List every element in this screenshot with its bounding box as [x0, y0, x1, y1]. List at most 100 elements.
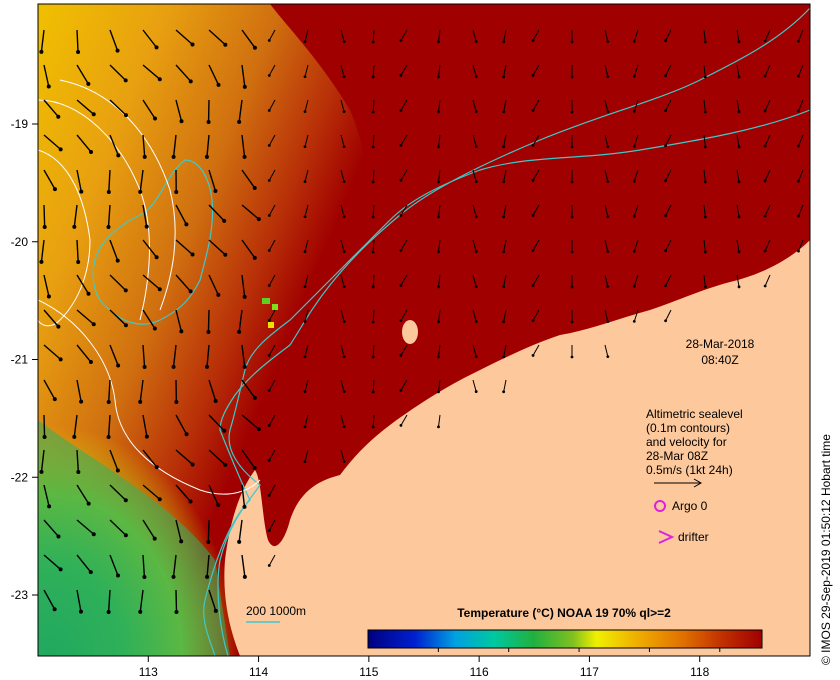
velocity-arrow-head — [106, 609, 111, 614]
velocity-arrow — [43, 484, 50, 507]
velocity-arrow — [340, 99, 345, 112]
velocity-arrow — [437, 309, 441, 322]
y-tick-label: -23 — [11, 588, 29, 602]
velocity-arrow — [304, 29, 309, 42]
velocity-arrow-head — [174, 609, 179, 614]
velocity-arrow — [43, 554, 62, 570]
velocity-arrow — [400, 99, 408, 111]
velocity-arrow-head — [664, 249, 667, 253]
velocity-arrow-head — [46, 84, 51, 89]
velocity-arrow — [604, 239, 609, 252]
velocity-arrow — [736, 239, 740, 252]
velocity-arrow-head — [267, 494, 271, 497]
velocity-arrow-head — [76, 469, 81, 474]
velocity-arrow-head — [123, 113, 128, 118]
velocity-arrow-head — [737, 145, 741, 149]
velocity-arrow — [43, 344, 62, 360]
velocity-arrow-head — [371, 40, 375, 44]
velocity-arrow-head — [154, 45, 159, 50]
velocity-arrow-head — [303, 285, 307, 289]
velocity-arrow — [703, 204, 706, 217]
velocity-arrow — [208, 449, 226, 466]
velocity-arrow-head — [606, 180, 610, 184]
velocity-arrow — [372, 239, 375, 253]
colorbar-tick-label: 29 — [643, 655, 657, 669]
velocity-arrow — [633, 204, 639, 217]
velocity-arrow — [703, 274, 706, 287]
sealevel-contour-2 — [38, 149, 91, 327]
velocity-arrow — [241, 379, 256, 399]
velocity-arrow-head — [664, 284, 667, 288]
velocity-arrow-head — [664, 214, 667, 218]
velocity-arrow — [798, 64, 804, 77]
velocity-arrow — [268, 379, 276, 391]
velocity-arrow-head — [399, 143, 403, 147]
velocity-arrow — [76, 484, 90, 505]
velocity-arrow — [43, 589, 56, 610]
velocity-arrow — [703, 169, 706, 182]
velocity-arrow — [107, 589, 111, 613]
velocity-arrow-head — [371, 75, 375, 79]
velocity-arrow — [109, 64, 127, 81]
velocity-arrow — [703, 29, 706, 42]
velocity-arrow — [142, 274, 161, 290]
velocity-arrow — [73, 204, 78, 227]
velocity-arrow — [665, 309, 672, 321]
velocity-arrow — [304, 239, 309, 252]
velocity-arrow-head — [256, 217, 261, 222]
velocity-arrow-head — [437, 285, 440, 289]
velocity-arrow — [208, 239, 226, 256]
velocity-arrow-head — [797, 249, 800, 253]
map-plot-area: 28-Mar-2018 08:40Z Altimetric sealevel (… — [38, 4, 810, 669]
velocity-arrow-head — [399, 318, 403, 322]
velocity-arrow — [633, 309, 639, 322]
velocity-arrow-head — [56, 534, 61, 539]
velocity-arrow-head — [703, 40, 707, 44]
velocity-arrow — [206, 554, 210, 577]
velocity-arrow-head — [303, 180, 307, 184]
velocity-arrow — [604, 134, 609, 147]
velocity-arrow-head — [222, 218, 227, 223]
velocity-arrow — [109, 99, 127, 116]
velocity-arrow-head — [763, 74, 767, 78]
velocity-arrow-head — [123, 533, 128, 538]
velocity-arrow-head — [606, 285, 610, 289]
velocity-arrow-head — [531, 214, 535, 217]
velocity-arrow — [175, 64, 192, 82]
velocity-arrow — [372, 99, 375, 113]
velocity-arrow-head — [39, 259, 44, 264]
velocity-arrow — [532, 309, 540, 321]
velocity-arrow — [340, 344, 345, 357]
velocity-arrow — [76, 239, 79, 263]
velocity-arrow-head — [174, 399, 179, 404]
velocity-arrow-head — [342, 355, 346, 358]
velocity-arrow-head — [342, 180, 346, 183]
velocity-arrow — [304, 344, 309, 357]
velocity-arrow — [175, 484, 192, 502]
velocity-arrow — [109, 274, 127, 291]
velocity-arrow-head — [252, 465, 257, 470]
velocity-arrow-head — [399, 423, 403, 427]
velocity-arrow-head — [664, 144, 667, 148]
velocity-arrow — [76, 64, 89, 85]
velocity-arrow — [372, 64, 375, 78]
velocity-arrow-head — [797, 74, 800, 78]
velocity-arrow — [109, 344, 119, 366]
velocity-arrow — [208, 414, 225, 432]
velocity-arrow-head — [116, 363, 121, 368]
velocity-arrow — [241, 484, 246, 507]
velocity-arrow-head — [763, 249, 767, 253]
velocity-arrow — [532, 344, 540, 356]
velocity-arrow — [268, 309, 276, 321]
velocity-arrow-head — [213, 189, 218, 194]
velocity-arrow — [139, 379, 144, 402]
velocity-arrow-head — [737, 285, 741, 289]
velocity-arrow — [268, 134, 276, 146]
velocity-arrow-head — [42, 224, 47, 229]
velocity-arrow — [172, 344, 177, 367]
velocity-arrow-head — [56, 114, 61, 119]
velocity-arrow-head — [123, 288, 128, 293]
velocity-arrow — [503, 379, 507, 392]
velocity-arrow — [372, 204, 375, 218]
